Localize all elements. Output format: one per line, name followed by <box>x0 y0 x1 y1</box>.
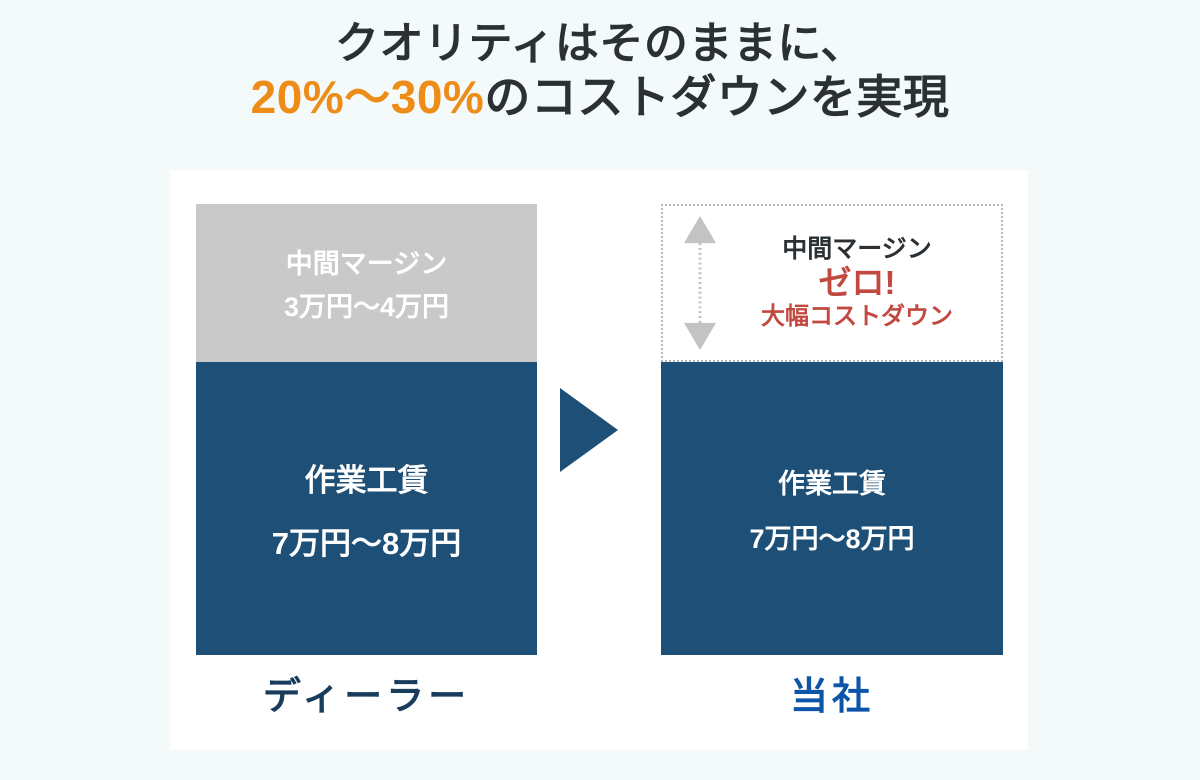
bar-segment-intermediate-margin: 中間マージン 3万円〜4万円 <box>196 204 537 362</box>
margin-label-amount: 3万円〜4万円 <box>283 292 450 322</box>
headline-line-2-rest: のコストダウンを実現 <box>484 70 950 123</box>
double-arrow-vertical-icon <box>681 214 719 352</box>
margin-label-title: 中間マージン <box>285 249 448 279</box>
zero-label-emphasis: ゼロ! <box>818 264 896 302</box>
bar-segment-labor-ours: 作業工賃 7万円〜8万円 <box>661 362 1003 655</box>
comparison-card: 中間マージン 3万円〜4万円 作業工賃 7万円〜8万円 ディーラー 中間マージン… <box>170 170 1028 750</box>
zero-label-subtext: 大幅コストダウン <box>761 303 953 331</box>
caption-ours: 当社 <box>789 676 874 718</box>
headline-accent-percentage: 20%〜30% <box>250 70 485 123</box>
labor-label-title-ours: 作業工賃 <box>778 468 886 499</box>
labor-label-title-dealer: 作業工賃 <box>304 462 429 498</box>
bar-segment-labor-dealer: 作業工賃 7万円〜8万円 <box>196 362 537 655</box>
zero-callout-text: 中間マージン ゼロ! 大幅コストダウン <box>721 206 993 360</box>
triangle-right-icon <box>560 388 618 472</box>
labor-label-amount-ours: 7万円〜8万円 <box>749 523 915 554</box>
caption-dealer: ディーラー <box>262 676 471 718</box>
headline-line-2: 20%〜30%のコストダウンを実現 <box>0 70 1200 124</box>
labor-label-amount-dealer: 7万円〜8万円 <box>271 525 462 561</box>
headline-line-1: クオリティはそのままに、 <box>334 19 866 68</box>
zero-label-title: 中間マージン <box>782 234 932 263</box>
zero-margin-callout-box: 中間マージン ゼロ! 大幅コストダウン <box>661 204 1003 362</box>
page-title: クオリティはそのままに、 20%〜30%のコストダウンを実現 <box>0 18 1200 124</box>
